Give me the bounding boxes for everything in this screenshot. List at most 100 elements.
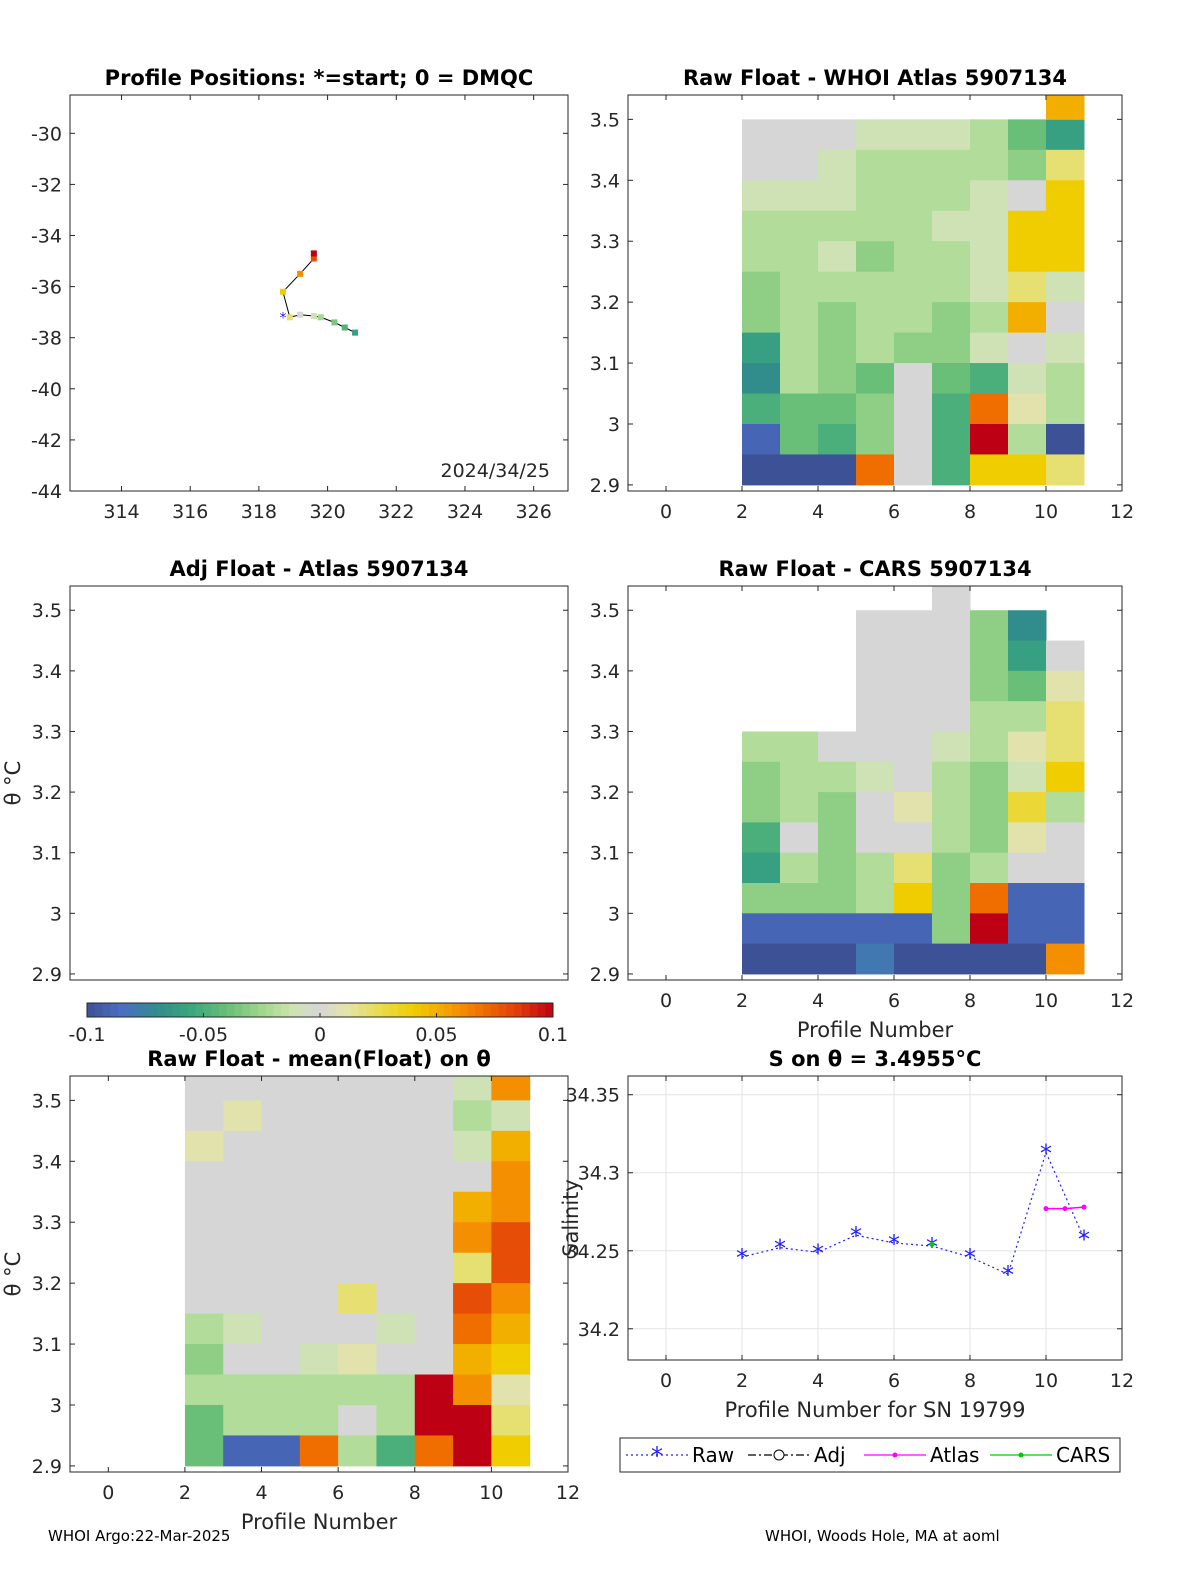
heatmap-cell	[491, 1404, 531, 1436]
heatmap-cell	[818, 761, 857, 793]
heatmap-cell	[894, 180, 933, 212]
heatmap-cell	[894, 119, 933, 151]
x-tick-label: 2	[736, 1370, 748, 1392]
y-tick-label: 3.2	[32, 1273, 62, 1295]
heatmap-cell	[780, 822, 819, 854]
colorbar-segment	[452, 1003, 461, 1017]
heatmap-cell	[894, 454, 933, 486]
y-tick-label: 3.3	[32, 1212, 62, 1234]
heatmap-cell	[491, 1374, 531, 1406]
heatmap-cell	[856, 792, 895, 823]
x-tick-label: 8	[964, 990, 976, 1012]
heatmap-cell	[894, 792, 933, 823]
heatmap-cell	[856, 363, 895, 395]
heatmap-cell	[894, 423, 933, 455]
x-tick-label: 0	[660, 501, 672, 523]
heatmap-cell	[453, 1076, 492, 1101]
heatmap-cell	[856, 423, 895, 455]
heatmap-cell	[856, 731, 895, 763]
heatmap-cell	[376, 1344, 416, 1376]
heatmap-cell	[856, 610, 895, 642]
heatmap-cell	[491, 1191, 531, 1223]
panel-title: Profile Positions: *=start; 0 = DMQC	[105, 66, 534, 90]
heatmap-cell	[742, 180, 781, 212]
heatmap-cell	[1008, 332, 1047, 364]
heatmap-cell	[742, 913, 781, 945]
heatmap-cell	[894, 241, 933, 273]
cars-panel: 0 2 4 6 8 10 12 3.5 3.4 3.3 3.2 3.1 3 2.9 Raw Float - …	[590, 557, 1134, 1042]
heatmap-cell	[970, 180, 1009, 212]
heatmap-cell	[932, 731, 971, 763]
heatmap-cell	[414, 1222, 454, 1254]
colorbar-segment	[483, 1003, 492, 1017]
colorbar-segment	[141, 1003, 150, 1017]
heatmap-cell	[970, 640, 1009, 672]
heatmap-cell	[932, 271, 971, 303]
heatmap-cell	[818, 363, 857, 395]
colorbar-segment	[537, 1003, 546, 1017]
heatmap-cell	[894, 913, 933, 945]
heatmap-cell	[1008, 792, 1047, 823]
x-tick-label: 316	[172, 501, 208, 523]
heatmap-cell	[299, 1076, 339, 1101]
heatmap-cell	[818, 883, 857, 914]
heatmap-cell	[184, 1076, 224, 1101]
colorbar-segment	[296, 1003, 305, 1017]
heatmap-cell	[261, 1222, 301, 1254]
heatmap-cell	[1008, 119, 1047, 151]
heatmap-cell	[1008, 393, 1047, 425]
profile-position-marker	[297, 311, 304, 318]
legend-marker-cars	[1018, 1452, 1024, 1458]
heatmap-cell	[261, 1191, 301, 1223]
heatmap-cell	[932, 670, 971, 702]
heatmap-cell	[338, 1252, 377, 1284]
heatmap-cell	[780, 943, 819, 975]
heatmap-cell	[414, 1313, 454, 1345]
heatmap-cell	[818, 302, 857, 334]
heatmap-cell	[453, 1222, 492, 1254]
heatmap-cell	[453, 1313, 492, 1345]
y-tick-label: -36	[31, 277, 62, 299]
heatmap-cell	[491, 1161, 531, 1193]
heatmap-cell	[414, 1404, 454, 1436]
colorbar-segment	[226, 1003, 236, 1017]
heatmap-cell	[299, 1252, 339, 1284]
heatmap-cell	[1008, 454, 1047, 486]
heatmap-cell	[894, 761, 933, 793]
heatmap-cell	[856, 883, 895, 914]
colorbar-segment	[118, 1003, 127, 1017]
plot-frame	[627, 1075, 1123, 1361]
legend-marker-atlas	[892, 1452, 898, 1458]
heatmap-cell	[932, 454, 971, 486]
y-axis-label: θ °C	[1, 761, 25, 806]
heatmap-cell	[223, 1076, 263, 1101]
y-tick-label: -44	[31, 481, 62, 503]
heatmap-cell	[223, 1222, 263, 1254]
heatmap-cell	[970, 943, 1009, 975]
heatmap-cell	[818, 393, 857, 425]
salinity-panel: * * * * * * * * * * 0 2 4 6 8 10 12 34.35 34.3 34.25 34.2 S o…	[559, 1047, 1134, 1473]
heatmap-cell	[491, 1344, 531, 1376]
heatmap-cell	[1046, 792, 1085, 823]
heatmap-cell	[1008, 943, 1047, 975]
y-tick-label: -32	[31, 174, 62, 196]
colorbar-segment	[382, 1003, 391, 1017]
profile-position-marker	[310, 255, 317, 262]
heatmap-cell	[1008, 913, 1047, 945]
colorbar-segment	[219, 1003, 228, 1017]
colorbar-segment	[180, 1003, 189, 1017]
heatmap-cell	[780, 271, 819, 303]
heatmap-cell	[414, 1344, 454, 1376]
heatmap-cell	[970, 241, 1009, 273]
heatmap-cell	[856, 393, 895, 425]
legend-marker-raw: *	[651, 1442, 663, 1470]
heatmap-cell	[223, 1252, 263, 1284]
heatmap-cell	[1046, 701, 1085, 732]
plot-frame	[69, 94, 569, 492]
x-tick-label: 10	[1034, 1370, 1058, 1392]
y-tick-label: -42	[31, 430, 62, 452]
heatmap-cell	[338, 1404, 377, 1436]
heatmap-cell	[1046, 761, 1085, 793]
plot-frame	[69, 585, 569, 981]
y-tick-label: 2.9	[590, 964, 620, 986]
